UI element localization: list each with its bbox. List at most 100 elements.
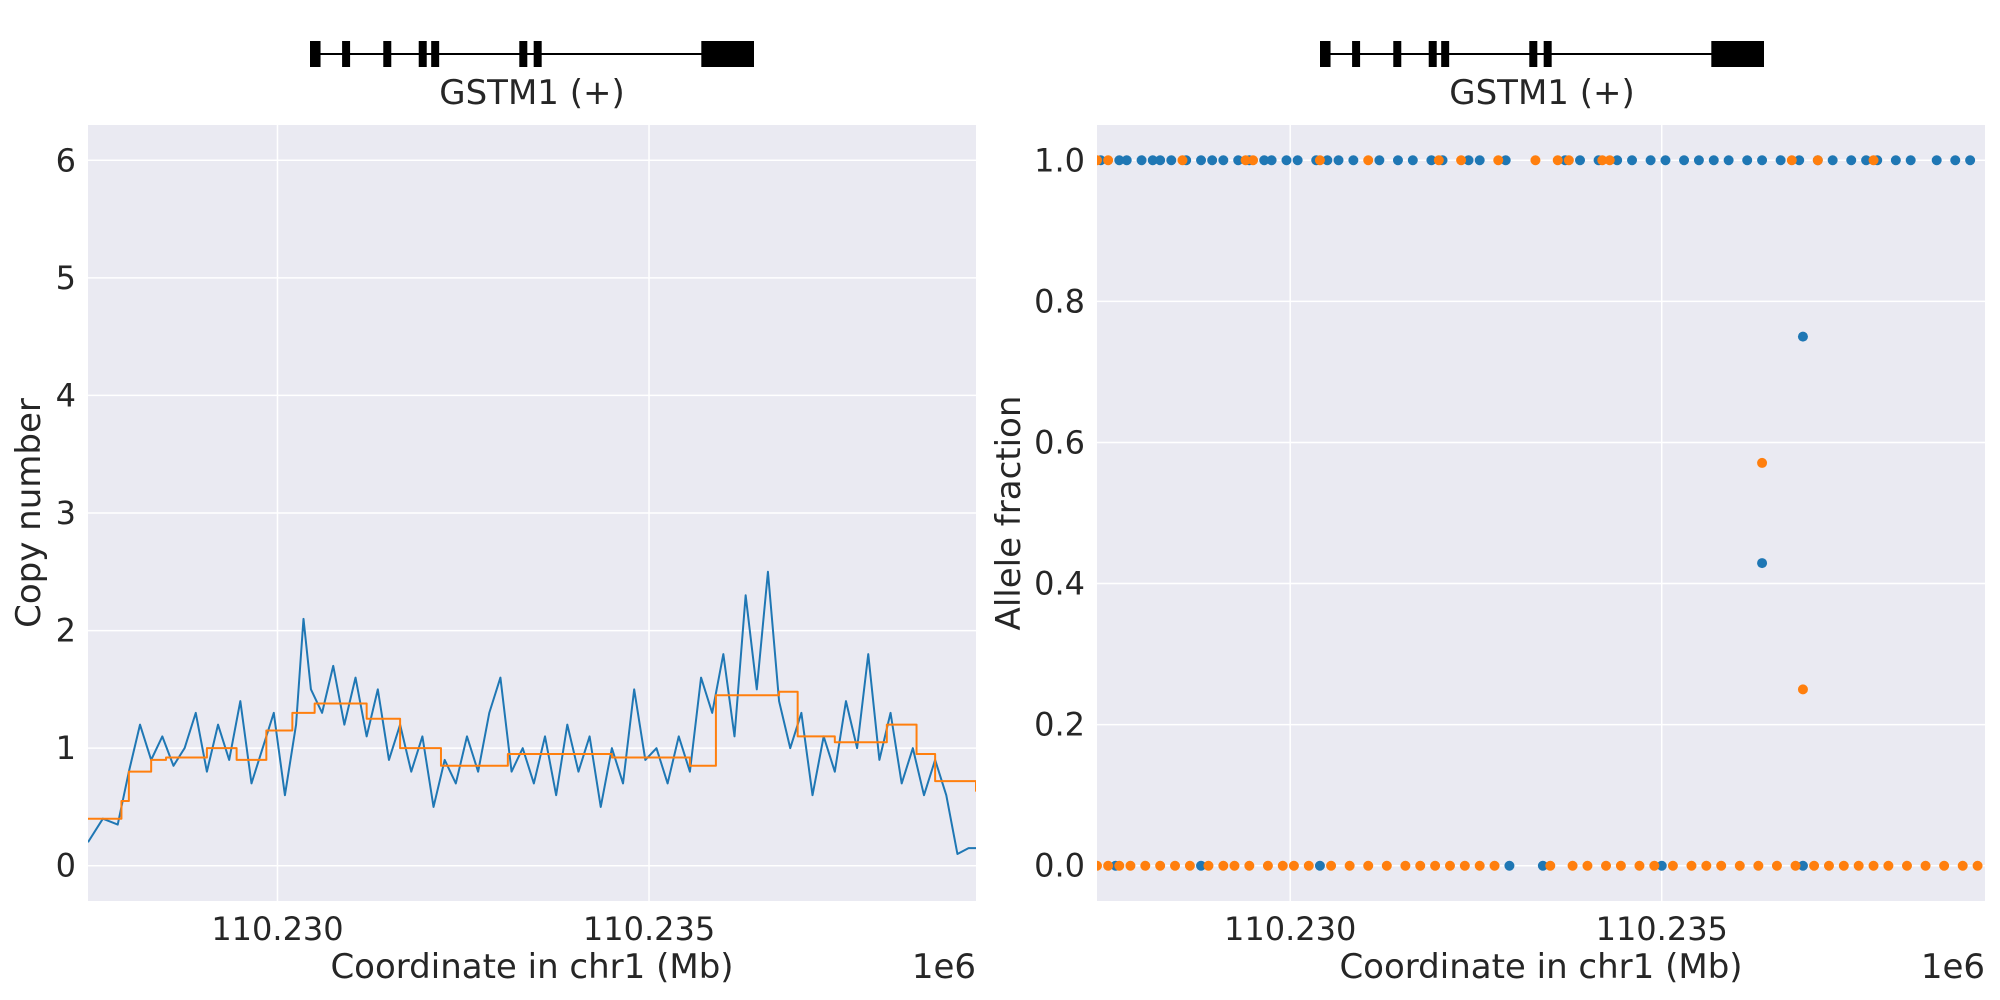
scatter-point-series-1 [1790,860,1801,871]
gene-exon [1529,41,1538,67]
scatter-point-series-1 [1601,860,1612,871]
scatter-point-series-1 [1686,860,1697,871]
data-layer [1097,155,1983,871]
scatter-point-series-1 [1170,860,1181,871]
scatter-point-series-1 [1809,860,1820,871]
gene-exon [1543,41,1552,67]
gene-exon [310,41,321,67]
scatter-point-series-1 [1530,155,1541,166]
scatter-point-series-1 [1716,860,1727,871]
scatter-point-series-1 [1363,860,1374,871]
x-tick-label: 110.235 [1596,910,1728,948]
scatter-point-series-0 [1196,155,1207,166]
gene-exon [519,41,528,67]
y-tick-label: 0.6 [1034,423,1085,461]
gene-exon [342,41,351,67]
scatter-point-series-0 [1723,155,1734,166]
y-tick-label: 3 [56,494,76,532]
scatter-point-series-1 [1103,155,1114,166]
scatter-point-series-0 [1775,155,1786,166]
scatter-point-series-1 [1812,155,1823,166]
x-tick-label: 110.235 [583,910,715,948]
scatter-point-series-1 [1381,860,1392,871]
scatter-point-series-1 [1444,860,1455,871]
gene-exon [1320,41,1331,67]
series-line-0 [88,570,976,855]
scatter-point-series-1 [1114,860,1125,871]
scatter-point-series-1 [1433,155,1444,166]
scatter-point-series-1 [1097,155,1102,166]
scatter-point-series-1 [1363,155,1374,166]
y-tick-label: 0.2 [1034,706,1085,744]
scatter-point-series-1 [1957,860,1968,871]
gene-exon [1393,41,1402,67]
scatter-point-series-0 [1627,155,1638,166]
x-axis-label: Coordinate in chr1 (Mb) [1339,947,1742,987]
scatter-point-series-1 [1415,860,1426,871]
scatter-point-series-1 [1649,860,1660,871]
scatter-point-series-1 [1771,860,1782,871]
scatter-point-series-1 [1901,860,1912,871]
scatter-point-series-0 [1218,155,1229,166]
scatter-point-series-1 [1604,155,1615,166]
scatter-point-series-1 [1489,860,1500,871]
scatter-point-series-1 [1667,860,1678,871]
scatter-point-series-0 [1742,155,1753,166]
scatter-point-series-1 [1218,860,1229,871]
data-layer [88,570,976,855]
scatter-point-series-0 [1890,155,1901,166]
scatter-point-series-0 [1846,155,1857,166]
scatter-point-series-1 [1184,860,1195,871]
scatter-point-series-0 [1207,155,1218,166]
y-tick-label: 2 [56,612,76,650]
scatter-point-series-1 [1303,860,1314,871]
scatter-point-series-1 [1288,860,1299,871]
y-tick-label: 0 [56,847,76,885]
scatter-point-series-0 [1504,860,1515,871]
series-line-1 [88,690,976,820]
scatter-point-series-1 [1597,155,1608,166]
gene-exon [533,41,542,67]
gene-track: GSTM1 (+) [1320,41,1764,113]
scatter-point-series-1 [1326,860,1337,871]
scatter-point-series-0 [1426,155,1437,166]
gene-label: GSTM1 (+) [439,73,625,113]
scatter-point-series-1 [1474,860,1485,871]
scatter-point-series-1 [1262,860,1273,871]
y-tick-label: 0.0 [1034,847,1085,885]
y-axis-label: Allele fraction [989,396,1029,631]
scatter-point-series-1 [1797,684,1808,695]
scatter-point-series-1 [1177,155,1188,166]
scatter-point-series-0 [1708,155,1719,166]
gene-track: GSTM1 (+) [310,41,754,113]
scatter-point-series-1 [1563,155,1574,166]
scatter-point-series-1 [1972,860,1983,871]
scatter-point-series-0 [1537,860,1548,871]
gene-exon [701,41,754,67]
scatter-point-series-0 [1121,155,1132,166]
scatter-point-series-0 [1797,331,1808,342]
scatter-point-series-0 [1827,155,1838,166]
scatter-point-series-1 [1567,860,1578,871]
scatter-point-series-0 [1575,155,1586,166]
scatter-point-series-0 [1281,155,1292,166]
scatter-point-series-0 [1463,155,1474,166]
scatter-point-series-0 [1757,155,1768,166]
x-axis-label: Coordinate in chr1 (Mb) [330,947,733,987]
scatter-point-series-0 [1333,155,1344,166]
scatter-point-series-1 [1883,860,1894,871]
scatter-point-series-1 [1344,860,1355,871]
scatter-point-series-1 [1140,860,1151,871]
scatter-point-series-1 [1868,155,1879,166]
scatter-point-series-1 [1229,860,1240,871]
scatter-point-series-1 [1552,155,1563,166]
scatter-point-series-0 [1348,155,1359,166]
scatter-point-series-0 [1233,155,1244,166]
scatter-point-series-0 [1757,558,1768,569]
scatter-point-series-0 [1322,155,1333,166]
scatter-point-series-0 [1407,155,1418,166]
allele-fraction-panel: 0.0 0.2 0.4 0.6 0.8 1.0 110.230 110.235Coordina… [989,41,1985,987]
scatter-point-series-1 [1103,860,1114,871]
scatter-point-series-1 [1582,860,1593,871]
